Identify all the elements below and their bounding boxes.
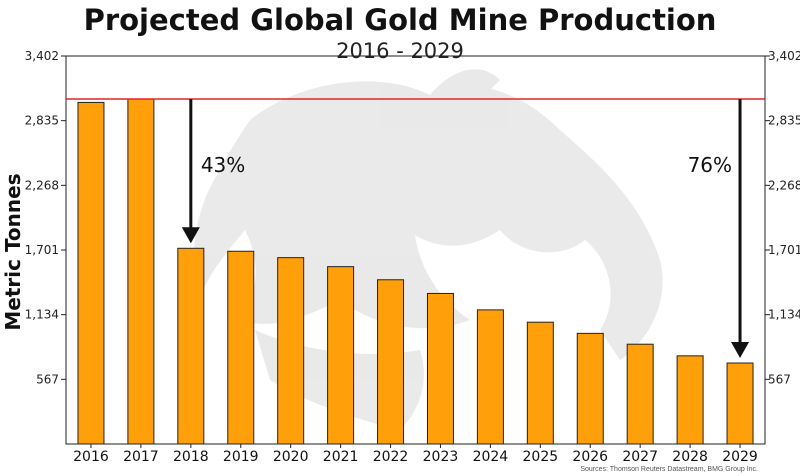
chart-subtitle: 2016 - 2029 bbox=[336, 39, 464, 63]
bar-2026 bbox=[576, 332, 604, 445]
x-tick-label-2021: 2021 bbox=[323, 449, 359, 465]
bar-2021 bbox=[327, 266, 355, 445]
y-tick-label-left: 1,701 bbox=[25, 243, 59, 257]
bar-2027 bbox=[626, 343, 654, 445]
x-tick-label-2019: 2019 bbox=[223, 449, 259, 465]
x-tick-label-2018: 2018 bbox=[173, 449, 209, 465]
annotation-arrow-head-icon bbox=[731, 342, 750, 359]
x-tick-label-2028: 2028 bbox=[672, 449, 708, 465]
y-tick-label-left: 2,268 bbox=[25, 178, 59, 192]
chart-title: Projected Global Gold Mine Production bbox=[84, 3, 717, 37]
bar-2024 bbox=[476, 309, 504, 445]
y-tick-label-left: 1,134 bbox=[25, 308, 59, 322]
y-tick-label-right: 2,835 bbox=[768, 114, 800, 128]
annotation-label-2018: 43% bbox=[201, 153, 245, 177]
y-tick-label-right: 2,268 bbox=[768, 178, 800, 192]
bar-2017 bbox=[127, 98, 155, 445]
y-tick-label-right: 3,402 bbox=[768, 49, 800, 63]
y-tick-label-right: 1,134 bbox=[768, 308, 800, 322]
bar-2019 bbox=[227, 250, 255, 445]
x-tick-label-2027: 2027 bbox=[622, 449, 658, 465]
annotation-label-2029: 76% bbox=[688, 153, 732, 177]
x-tick-label-2017: 2017 bbox=[123, 449, 159, 465]
x-tick-label-2029: 2029 bbox=[722, 449, 758, 465]
x-tick-label-2016: 2016 bbox=[73, 449, 109, 465]
y-tick-label-left: 567 bbox=[36, 372, 59, 386]
x-tick-label-2026: 2026 bbox=[572, 449, 608, 465]
x-tick-label-2025: 2025 bbox=[523, 449, 559, 465]
x-tick-label-2023: 2023 bbox=[423, 449, 459, 465]
bar-2029 bbox=[726, 362, 754, 445]
bar-2028 bbox=[676, 355, 704, 445]
y-tick-label-left: 3,402 bbox=[25, 49, 59, 63]
x-tick-label-2022: 2022 bbox=[373, 449, 409, 465]
bar-2025 bbox=[526, 321, 554, 445]
x-tick-label-2020: 2020 bbox=[273, 449, 309, 465]
x-tick-label-2024: 2024 bbox=[473, 449, 509, 465]
y-axis-label: Metric Tonnes bbox=[1, 173, 25, 330]
annotation-arrow-head-icon bbox=[181, 227, 200, 244]
bar-2020 bbox=[277, 257, 305, 445]
y-tick-label-right: 1,701 bbox=[768, 243, 800, 257]
y-tick-label-left: 2,835 bbox=[25, 114, 59, 128]
y-tick-label-right: 567 bbox=[768, 372, 791, 386]
source-note: Sources: Thomson Reuters Datastream, BMG… bbox=[580, 466, 758, 473]
bar-2018 bbox=[177, 247, 205, 445]
bar-2022 bbox=[377, 279, 405, 445]
bar-2023 bbox=[426, 292, 454, 445]
bar-2016 bbox=[77, 101, 105, 445]
